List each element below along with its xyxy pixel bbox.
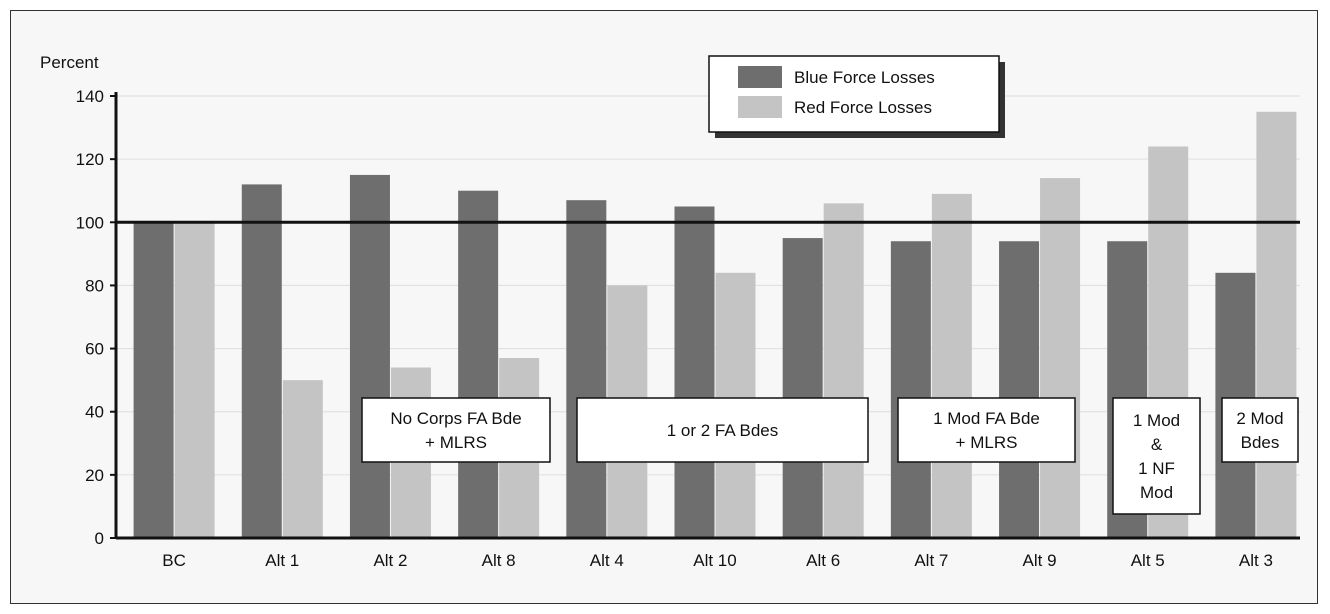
group-label-box: [1221, 397, 1299, 463]
y-tick-label: 100: [76, 213, 104, 232]
x-tick-label: Alt 6: [806, 551, 840, 570]
red-loss-bar: [1256, 111, 1297, 539]
y-axis-label: Percent: [40, 53, 99, 72]
group-annotations: No Corps FA Bde + MLRS 1 or 2 FA Bdes 1 Mod…: [361, 397, 1299, 515]
y-tick-label: 120: [76, 150, 104, 169]
group-label-text: 1 NF: [1138, 459, 1175, 478]
legend-swatch: [738, 96, 782, 118]
x-tick-label: Alt 9: [1023, 551, 1057, 570]
blue-loss-bar: [674, 206, 715, 538]
x-tick-label: Alt 2: [373, 551, 407, 570]
x-tick-label: BC: [162, 551, 186, 570]
group-label-box: [1112, 397, 1201, 515]
x-tick-label: Alt 1: [265, 551, 299, 570]
red-loss-bar: [282, 380, 323, 538]
legend-swatch: [738, 66, 782, 88]
group-label-box: [361, 397, 551, 463]
y-tick-label: 140: [76, 87, 104, 106]
x-tick-label: Alt 5: [1131, 551, 1165, 570]
group-label-text: Mod: [1140, 483, 1173, 502]
blue-loss-bar: [133, 222, 174, 539]
blue-loss-bar: [890, 241, 931, 538]
group-label-text: 2 Mod: [1236, 409, 1283, 428]
legend-entry-label: Blue Force Losses: [794, 68, 935, 87]
group-label-text: 1 Mod FA Bde: [933, 409, 1040, 428]
chart-frame: [10, 10, 1318, 604]
group-label-text: &: [1151, 435, 1163, 454]
x-ticks: BC Alt 1 Alt 2 Alt 8 Alt 4 Alt 10 Alt 6 Alt 7 Al…: [162, 551, 1273, 570]
y-tick-label: 40: [85, 403, 104, 422]
group-label-text: 1 Mod: [1133, 411, 1180, 430]
x-tick-label: Alt 8: [482, 551, 516, 570]
group-label-text: Bdes: [1241, 433, 1280, 452]
x-tick-label: Alt 3: [1239, 551, 1273, 570]
legend-entry-label: Red Force Losses: [794, 98, 932, 117]
group-label-box: [576, 397, 869, 463]
y-tick-label: 80: [85, 276, 104, 295]
group-label-text: No Corps FA Bde: [390, 409, 521, 428]
x-tick-label: Alt 4: [590, 551, 624, 570]
y-tick-label: 60: [85, 340, 104, 359]
x-tick-label: Alt 10: [693, 551, 736, 570]
blue-loss-bar: [566, 200, 607, 538]
blue-loss-bar: [458, 190, 499, 538]
group-label-text: 1 or 2 FA Bdes: [667, 421, 779, 440]
axes: [114, 92, 1300, 540]
red-loss-bar: [174, 222, 215, 539]
group-label-text: + MLRS: [425, 433, 487, 452]
red-loss-bar: [1040, 178, 1081, 539]
legend: Blue Force Losses Red Force Losses: [708, 55, 1005, 138]
x-tick-label: Alt 7: [914, 551, 948, 570]
y-ticks: 0 20 40 60 80 100 120 140: [76, 87, 116, 548]
y-tick-label: 20: [85, 466, 104, 485]
blue-loss-bar: [999, 241, 1040, 538]
group-label-text: + MLRS: [956, 433, 1018, 452]
red-loss-bar: [931, 193, 972, 538]
blue-loss-bar: [241, 184, 282, 538]
group-label-box: [897, 397, 1076, 463]
red-loss-bar: [823, 203, 864, 539]
blue-loss-bar: [782, 238, 823, 539]
blue-loss-bar: [349, 174, 390, 538]
y-tick-label: 0: [95, 529, 104, 548]
